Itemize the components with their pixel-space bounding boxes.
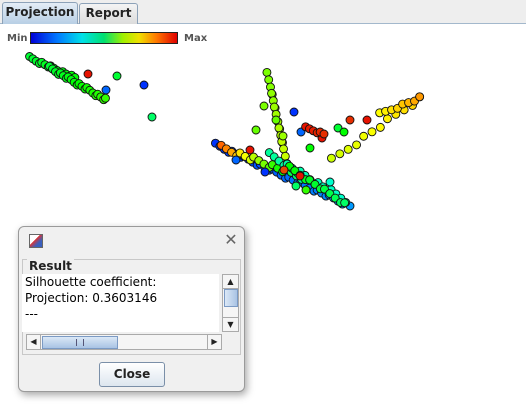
legend-max-label: Max (184, 33, 208, 44)
result-line-3: --- (25, 307, 38, 321)
scatter-point (279, 165, 289, 175)
scroll-up-icon[interactable]: ▲ (223, 275, 238, 289)
scatter-point (301, 185, 311, 195)
result-dialog: ✕ Result Silhouette coefficient: Project… (18, 226, 245, 392)
scatter-point (271, 115, 281, 125)
scatter-point (289, 107, 299, 117)
scatter-point (327, 153, 336, 163)
scatter-point (231, 155, 241, 165)
scatter-point (274, 123, 284, 133)
scatter-point (333, 123, 343, 133)
scatter-point (415, 92, 425, 102)
scatter-point (335, 149, 345, 159)
scatter-point (375, 122, 385, 132)
scatter-point (305, 143, 315, 153)
java-app-icon (29, 234, 43, 248)
scatter-point (352, 140, 361, 150)
scatter-point (139, 80, 149, 90)
result-group: Result (22, 259, 241, 355)
scatter-point (362, 115, 372, 125)
scatter-point (383, 114, 392, 124)
scroll-down-icon[interactable]: ▼ (223, 317, 238, 331)
close-button[interactable]: Close (99, 362, 165, 387)
scatter-point (101, 85, 111, 95)
close-icon[interactable]: ✕ (224, 230, 238, 249)
scatter-point (339, 127, 349, 137)
horizontal-scroll-thumb[interactable] (42, 336, 118, 349)
scatter-point (251, 125, 261, 135)
scatter-point (291, 181, 301, 191)
scatter-point (269, 102, 279, 112)
tab-projection[interactable]: Projection (2, 2, 78, 24)
tab-bar: Projection Report (0, 0, 526, 24)
scroll-left-icon[interactable]: ◀ (27, 335, 41, 349)
scatter-point (147, 112, 157, 122)
scatter-point (83, 69, 93, 79)
scatter-point (260, 167, 270, 177)
scatter-point (101, 93, 110, 103)
horizontal-scrollbar[interactable]: ◀ ▶ (26, 334, 222, 350)
vertical-scrollbar[interactable]: ▲ ▼ (222, 274, 239, 332)
result-group-title: Result (27, 259, 74, 273)
scatter-point (279, 144, 288, 154)
scatter-point (343, 144, 353, 154)
result-text-area[interactable]: Silhouette coefficient: Projection: 0.36… (22, 274, 219, 332)
scatter-point (345, 115, 355, 125)
scatter-point (259, 101, 269, 111)
color-scale-bar (30, 32, 178, 44)
result-line-1: Silhouette coefficient: (25, 275, 157, 289)
grip-icon (76, 339, 84, 346)
scatter-point (319, 129, 329, 139)
scatter-point (367, 127, 377, 137)
vertical-scroll-thumb[interactable] (224, 289, 238, 307)
scatter-point (262, 67, 272, 77)
scatter-point (267, 88, 276, 98)
tab-report[interactable]: Report (79, 3, 138, 24)
scatter-point (112, 71, 122, 81)
legend-min-label: Min (7, 33, 28, 44)
scroll-right-icon[interactable]: ▶ (207, 335, 221, 349)
scatter-point (325, 177, 335, 187)
result-line-2: Projection: 0.3603146 (25, 291, 158, 305)
scatter-point (245, 145, 255, 155)
scatter-point (278, 131, 288, 141)
scatter-point (359, 131, 369, 141)
scatter-point (264, 75, 274, 85)
scatter-point (340, 198, 350, 208)
scatter-point (295, 171, 305, 181)
